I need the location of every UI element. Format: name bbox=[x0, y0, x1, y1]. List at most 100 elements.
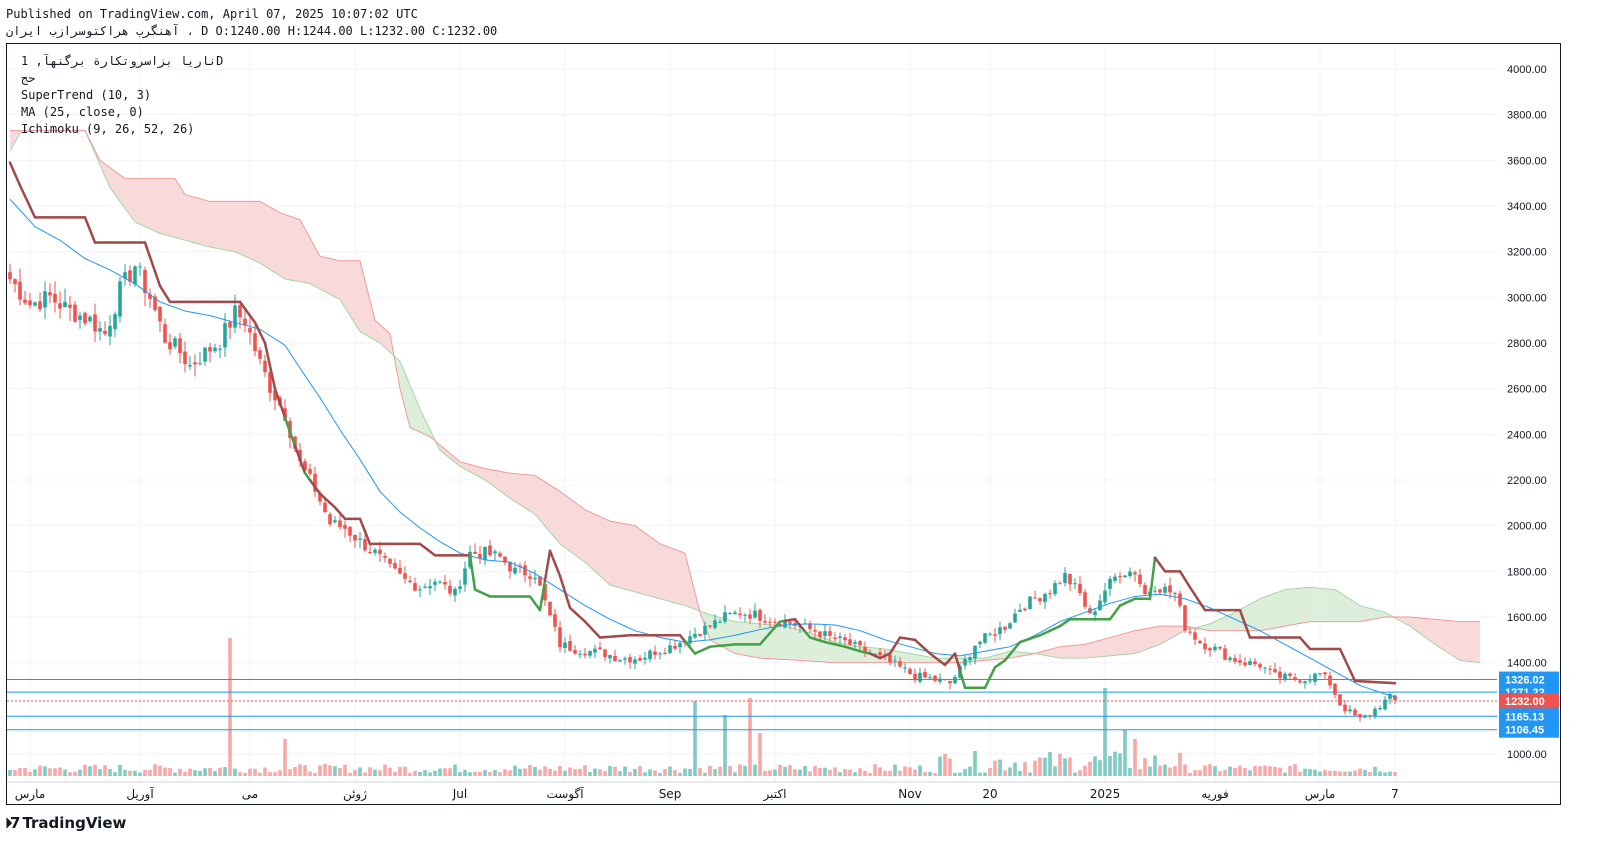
candle-body bbox=[723, 612, 727, 622]
y-tick-label: 1400.00 bbox=[1507, 658, 1547, 670]
volume-bar bbox=[1298, 771, 1302, 776]
candle-body bbox=[103, 330, 107, 335]
volume-bar bbox=[278, 770, 282, 776]
candle-body bbox=[498, 553, 502, 557]
candle-body bbox=[1273, 669, 1277, 673]
candle-body bbox=[1278, 671, 1282, 679]
candle-body bbox=[388, 558, 392, 564]
candle-body bbox=[853, 641, 857, 644]
volume-bar bbox=[1273, 766, 1277, 776]
supertrend-segment bbox=[268, 364, 277, 390]
legend-ma[interactable]: MA (25, close, 0) bbox=[21, 105, 144, 119]
volume-bar bbox=[1188, 772, 1192, 776]
volume-bar bbox=[368, 767, 372, 776]
candle-body bbox=[738, 613, 742, 616]
volume-bar bbox=[653, 770, 657, 776]
volume-bar bbox=[528, 764, 532, 776]
price-chart[interactable]: 4000.00 3800.00 3600.00 3400.00 3200.00 3000.… bbox=[7, 44, 1560, 804]
candle-body bbox=[523, 565, 527, 576]
volume-bar bbox=[963, 768, 967, 776]
volume-bar bbox=[903, 766, 907, 776]
candle-body bbox=[653, 651, 657, 655]
volume-bar bbox=[483, 770, 487, 776]
candle-body bbox=[1218, 646, 1222, 649]
volume-bar bbox=[1358, 768, 1362, 776]
candle-body bbox=[1368, 715, 1372, 717]
volume-bar bbox=[428, 772, 432, 776]
volume-bar bbox=[723, 715, 727, 776]
candle-body bbox=[568, 641, 572, 651]
y-tick-label: 1800.00 bbox=[1507, 566, 1547, 578]
volume-bar bbox=[323, 764, 327, 776]
supertrend-segment bbox=[283, 416, 292, 434]
volume-bar bbox=[1223, 769, 1227, 776]
supertrend-segment bbox=[88, 228, 97, 244]
candle-body bbox=[918, 672, 922, 682]
volume-bar bbox=[403, 766, 407, 776]
volume-bar bbox=[958, 772, 962, 776]
published-line: Published on TradingView.com, April 07, … bbox=[6, 7, 418, 21]
candle-body bbox=[1118, 575, 1122, 577]
volume-bar bbox=[598, 769, 602, 776]
legend-ichimoku[interactable]: Ichimoku (9, 26, 52, 26) bbox=[21, 122, 195, 136]
candle-body bbox=[138, 266, 142, 268]
volume-bar bbox=[638, 766, 642, 776]
legend-supertrend[interactable]: SuperTrend (10, 3) bbox=[21, 88, 152, 102]
supertrend-segment bbox=[528, 595, 537, 605]
volume-bar bbox=[1183, 764, 1187, 776]
candle-body bbox=[808, 623, 812, 629]
volume-bar bbox=[1168, 767, 1172, 776]
candle-body bbox=[163, 324, 167, 343]
candle-body bbox=[8, 272, 12, 280]
volume-bar bbox=[1343, 771, 1347, 776]
volume-bar bbox=[608, 765, 612, 776]
volume-bar bbox=[273, 772, 277, 776]
volume-bar bbox=[1313, 769, 1317, 776]
candle-body bbox=[1358, 714, 1362, 718]
volume-bar bbox=[868, 772, 872, 776]
candle-body bbox=[13, 279, 17, 285]
supertrend-segment bbox=[8, 161, 17, 176]
volume-bar bbox=[253, 768, 257, 776]
volume-bar bbox=[1218, 771, 1222, 776]
candle-body bbox=[748, 614, 752, 619]
y-tick-label: 3200.00 bbox=[1507, 247, 1547, 259]
candle-body bbox=[968, 657, 972, 661]
volume-bar bbox=[1368, 772, 1372, 776]
chart-panel[interactable]: 4000.00 3800.00 3600.00 3400.00 3200.00 3000.… bbox=[6, 43, 1561, 805]
candle-body bbox=[128, 270, 132, 282]
supertrend-segment bbox=[238, 300, 247, 310]
volume-bar bbox=[558, 765, 562, 776]
candle-body bbox=[248, 328, 252, 333]
volume-bar bbox=[1093, 756, 1097, 776]
supertrend-segment bbox=[1183, 578, 1192, 589]
candle-body bbox=[1103, 590, 1107, 603]
volume-bar bbox=[618, 771, 622, 776]
volume-bar bbox=[243, 772, 247, 776]
candle-body bbox=[548, 601, 552, 616]
volume-bar bbox=[63, 769, 67, 776]
candle-body bbox=[1008, 623, 1012, 629]
volume-bar bbox=[593, 768, 597, 776]
volume-bar bbox=[543, 766, 547, 776]
volume-bar bbox=[758, 733, 762, 776]
candle-body bbox=[933, 675, 937, 681]
volume-bar bbox=[663, 768, 667, 776]
supertrend-segment bbox=[363, 530, 372, 546]
candle-body bbox=[298, 449, 302, 462]
candle-body bbox=[1313, 673, 1317, 682]
volume-bar bbox=[18, 767, 22, 776]
volume-bar bbox=[1058, 753, 1062, 776]
candle-body bbox=[1173, 592, 1177, 594]
volume-bar bbox=[1323, 769, 1327, 776]
tradingview-logo[interactable]: 🞂7 TradingView bbox=[6, 814, 126, 832]
ma-line bbox=[9, 198, 1396, 698]
supertrend-segment bbox=[1148, 556, 1157, 600]
candle-body bbox=[903, 667, 907, 669]
candle-body bbox=[583, 653, 587, 656]
volume-bar bbox=[713, 769, 717, 776]
candle-body bbox=[158, 306, 162, 322]
candle-body bbox=[1348, 709, 1352, 712]
tradingview-mark-icon: 🞂7 bbox=[6, 814, 21, 832]
supertrend-segment bbox=[23, 194, 32, 209]
